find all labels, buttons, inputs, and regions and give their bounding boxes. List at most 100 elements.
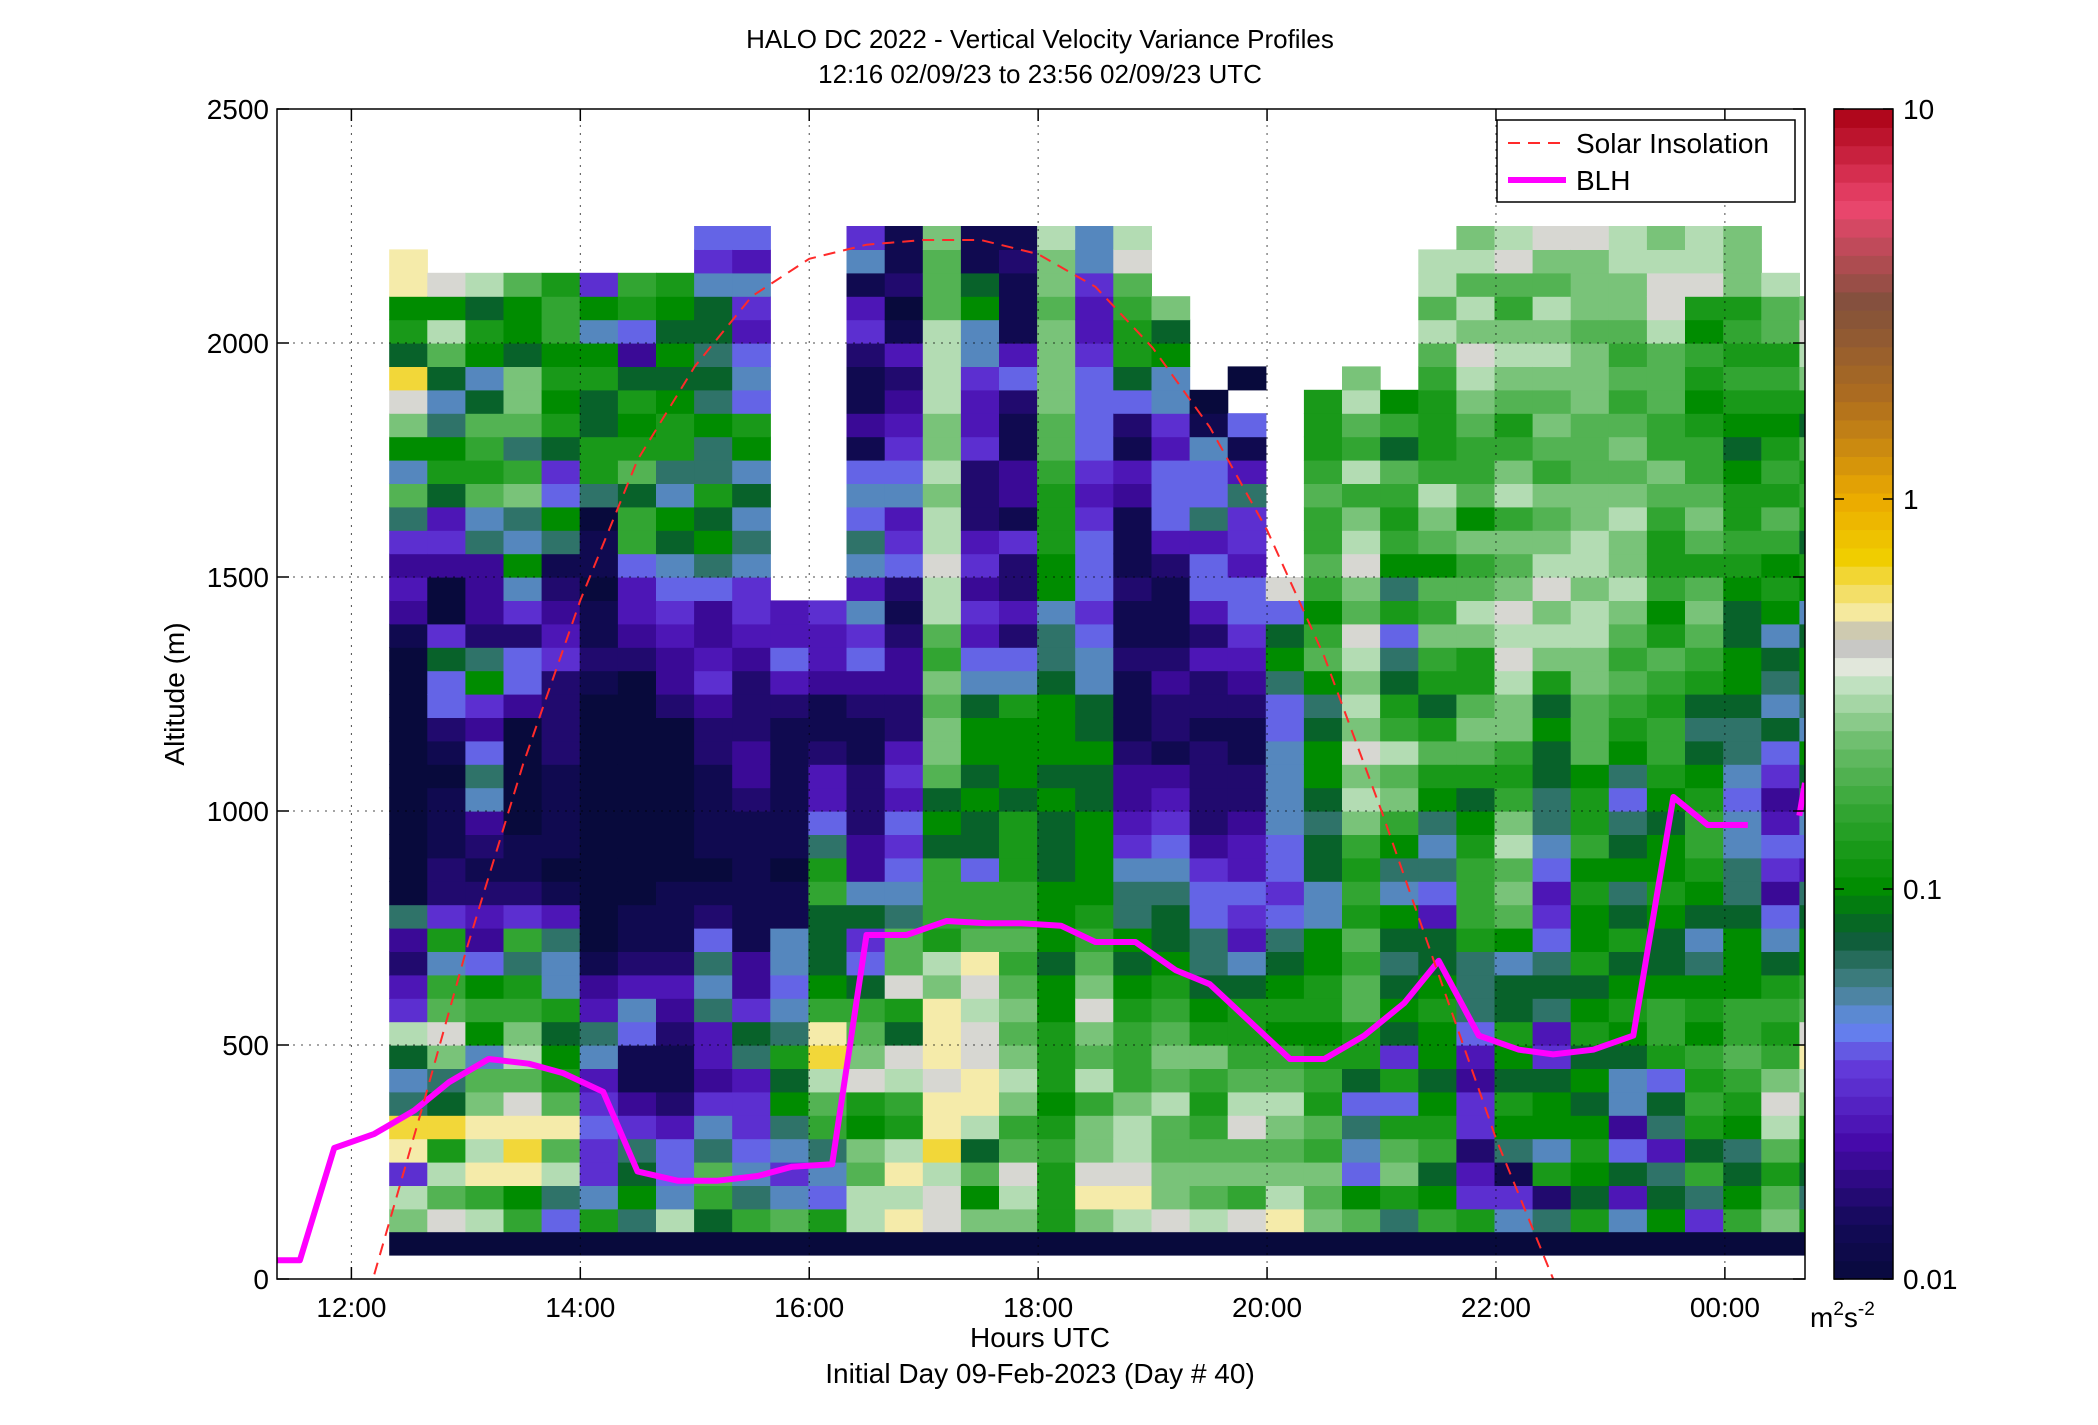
heatmap-cell <box>1418 857 1457 882</box>
colorbar-segment <box>1834 383 1893 403</box>
heatmap-cell <box>1113 296 1152 321</box>
heatmap-cell <box>732 1115 771 1140</box>
heatmap-cell <box>1723 834 1762 859</box>
heatmap-cell <box>1570 1021 1610 1046</box>
line-series <box>277 239 1805 1279</box>
heatmap-cell <box>1570 881 1610 906</box>
heatmap-cell <box>1418 1091 1457 1116</box>
heatmap-cell <box>1761 670 1800 695</box>
heatmap-cell <box>1380 951 1419 976</box>
heatmap-cell <box>1952 694 1991 718</box>
heatmap-cell <box>1456 974 1496 999</box>
heatmap-cell <box>1037 764 1076 789</box>
heatmap-cell <box>1075 413 1114 438</box>
colorbar-segment <box>1834 968 1893 988</box>
heatmap-cell <box>922 694 962 718</box>
colorbar-segment <box>1834 1224 1893 1244</box>
heatmap-cell <box>1342 740 1381 765</box>
heatmap-cell <box>1265 1115 1305 1140</box>
heatmap-cell <box>465 1045 505 1069</box>
heatmap-cell <box>1227 1068 1267 1093</box>
heatmap-cell <box>1342 530 1381 555</box>
heatmap-cell <box>1303 811 1343 835</box>
heatmap-cell <box>922 787 962 812</box>
heatmap-cell <box>732 787 771 812</box>
heatmap-cell <box>1265 577 1305 601</box>
heatmap-cell <box>694 366 733 391</box>
heatmap-cell <box>922 506 962 531</box>
heatmap-cell <box>770 857 809 882</box>
heatmap-cell <box>808 1045 848 1069</box>
heatmap-cell <box>960 1185 1000 1210</box>
heatmap-cell <box>1227 694 1267 718</box>
heatmap-cell <box>465 623 505 648</box>
heatmap-cell <box>1799 1185 1805 1210</box>
heatmap-cell <box>579 764 619 789</box>
heatmap-cell <box>1227 413 1267 438</box>
heatmap-cell <box>1799 413 1805 438</box>
heatmap-cell <box>884 857 924 882</box>
heatmap-cell <box>1914 811 1953 835</box>
heatmap-cell <box>1799 764 1805 789</box>
heatmap-cell <box>1532 951 1572 976</box>
heatmap-cell <box>1799 319 1805 344</box>
heatmap-cell <box>1265 764 1305 789</box>
heatmap-cell <box>1990 249 2029 273</box>
heatmap-cell <box>1151 1115 1191 1140</box>
heatmap-cell <box>389 577 428 601</box>
heatmap-cell <box>579 389 619 414</box>
heatmap-cell <box>808 740 848 765</box>
heatmap-cell <box>1532 787 1572 812</box>
heatmap-cell <box>465 530 505 555</box>
heatmap-cell <box>1532 881 1572 906</box>
heatmap-cell <box>656 366 695 391</box>
heatmap-cell <box>1151 366 1191 391</box>
heatmap-cell <box>884 974 924 999</box>
heatmap-cell <box>389 483 428 508</box>
heatmap-cell <box>1037 366 1076 391</box>
heatmap-cell <box>1723 389 1762 414</box>
heatmap-cell <box>1761 857 1800 882</box>
heatmap-cell <box>884 764 924 789</box>
heatmap-cell <box>503 436 543 461</box>
heatmap-cell <box>389 413 428 438</box>
heatmap-cell <box>960 647 1000 672</box>
heatmap-cell <box>1189 740 1229 765</box>
heatmap-cell <box>1952 905 1991 929</box>
heatmap-cell <box>999 834 1038 859</box>
heatmap-cell <box>1990 366 2029 390</box>
heatmap-cell <box>808 600 848 625</box>
heatmap-cell <box>884 249 924 274</box>
heatmap-cell <box>1570 530 1610 555</box>
heatmap-cell <box>1380 1208 1419 1233</box>
heatmap-cell <box>1342 974 1381 999</box>
heatmap-cell <box>999 389 1038 414</box>
heatmap-cell <box>1952 741 1991 765</box>
heatmap-cell <box>1037 1162 1076 1186</box>
heatmap-cell <box>1723 928 1762 952</box>
heatmap-cell <box>1075 623 1114 648</box>
heatmap-cell <box>617 577 657 601</box>
heatmap-cell <box>1761 1021 1800 1046</box>
heatmap-cell <box>1761 787 1800 812</box>
heatmap-cell <box>1113 600 1152 625</box>
heatmap-cell <box>1914 764 1953 788</box>
heatmap-cell <box>922 647 962 672</box>
heatmap-cell <box>732 366 771 391</box>
heatmap-cell <box>656 319 695 344</box>
heatmap-cell <box>1456 881 1496 906</box>
heatmap-cell <box>1265 881 1305 906</box>
heatmap-cell <box>1037 413 1076 438</box>
heatmap-cell <box>1761 717 1800 742</box>
heatmap-cell <box>922 389 962 414</box>
heatmap-cell <box>1151 1185 1191 1210</box>
heatmap-cell <box>465 717 505 742</box>
heatmap-cell <box>1113 857 1152 882</box>
heatmap-cell <box>808 834 848 859</box>
heatmap-cell <box>1494 436 1534 461</box>
heatmap-cell <box>694 811 733 835</box>
heatmap-cell <box>427 1115 466 1140</box>
heatmap-cell <box>1494 553 1534 578</box>
heatmap-cell <box>541 647 581 672</box>
heatmap-cell <box>617 1021 657 1046</box>
